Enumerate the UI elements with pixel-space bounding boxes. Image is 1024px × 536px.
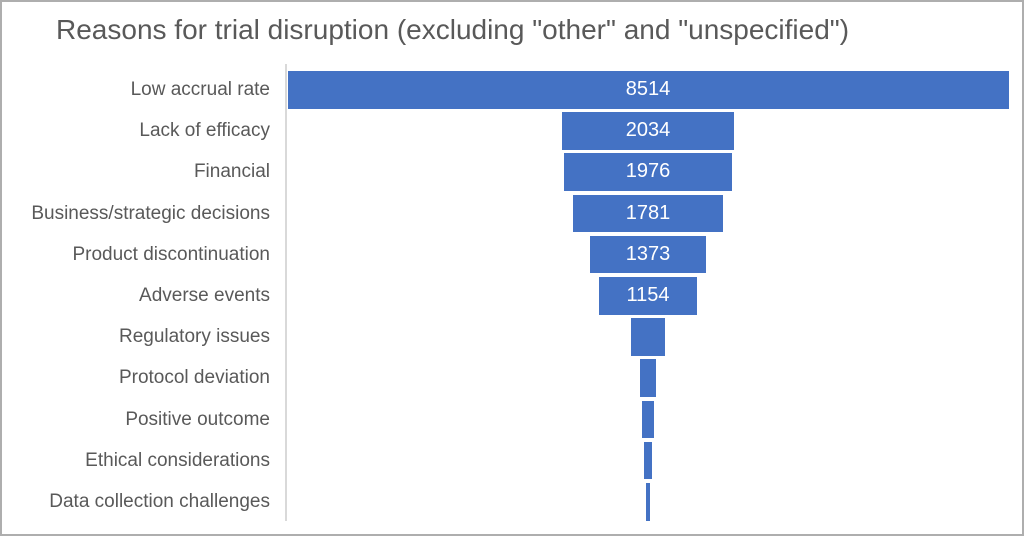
funnel-bar: 1373 bbox=[589, 235, 707, 274]
bar-value-label: 1154 bbox=[626, 284, 670, 306]
bar-value-label: 1781 bbox=[625, 201, 671, 224]
funnel-bar: 1781 bbox=[572, 194, 724, 233]
funnel-bar bbox=[642, 400, 654, 439]
category-axis-line bbox=[285, 64, 287, 521]
category-label: Adverse events bbox=[139, 285, 270, 306]
category-label: Protocol deviation bbox=[118, 367, 270, 389]
funnel-bar bbox=[646, 483, 650, 521]
bar-value-label: 1373 bbox=[625, 242, 671, 265]
category-label: Lack of efficacy bbox=[139, 120, 270, 142]
bar-value-label: 1976 bbox=[625, 160, 671, 183]
bar-value-label: 2034 bbox=[625, 119, 671, 142]
category-label: Regulatory issues bbox=[118, 326, 270, 348]
funnel-bar bbox=[643, 441, 653, 480]
bar-value-label: 8514 bbox=[625, 78, 671, 100]
category-label: Low accrual rate bbox=[130, 79, 270, 100]
funnel-bar: 1154 bbox=[599, 277, 697, 315]
chart-title: Reasons for trial disruption (excluding … bbox=[56, 14, 850, 45]
funnel-bar: 2034 bbox=[561, 112, 735, 150]
category-label: Positive outcome bbox=[125, 408, 270, 430]
funnel-bar bbox=[640, 359, 656, 397]
category-label: Data collection challenges bbox=[49, 491, 270, 512]
category-label: Ethical considerations bbox=[85, 449, 270, 471]
funnel-bar: 1976 bbox=[564, 153, 732, 191]
category-label: Financial bbox=[193, 161, 270, 183]
funnel-bar bbox=[630, 318, 666, 356]
category-label: Business/strategic decisions bbox=[31, 202, 270, 224]
funnel-bar: 8514 bbox=[287, 71, 1009, 109]
category-label: Product discontinuation bbox=[72, 243, 270, 265]
